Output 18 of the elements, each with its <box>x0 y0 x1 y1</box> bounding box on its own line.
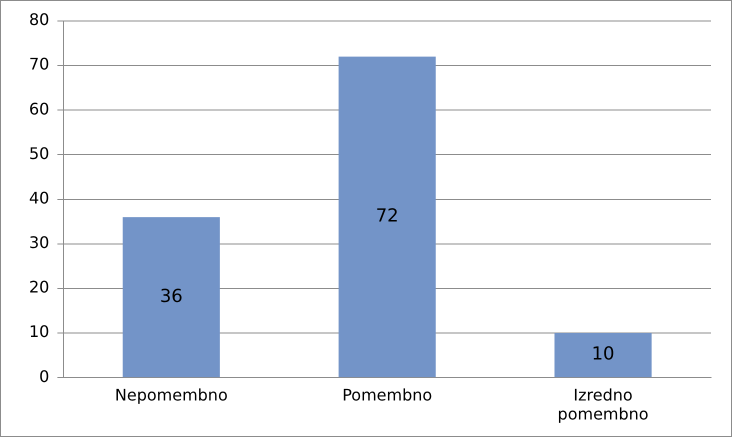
y-tick-label: 30 <box>29 233 50 252</box>
y-tick-label: 50 <box>29 144 50 163</box>
y-tick-label: 10 <box>29 322 50 342</box>
y-tick-label: 40 <box>29 188 50 208</box>
bar <box>554 333 652 378</box>
y-tick-label: 0 <box>39 366 50 386</box>
bar <box>122 217 220 378</box>
y-tick-label: 60 <box>29 99 50 118</box>
bar <box>338 56 436 378</box>
y-tick-label: 20 <box>29 278 50 297</box>
y-tick-label: 80 <box>29 10 50 30</box>
x-tick-label: Pomembno <box>342 385 432 404</box>
y-tick-label: 70 <box>29 54 50 74</box>
data-label: 72 <box>376 206 399 227</box>
data-label: 36 <box>160 286 183 307</box>
data-label: 10 <box>592 344 615 365</box>
x-tick-label: Izredno pomembno <box>558 385 649 424</box>
x-tick-label: Nepomembno <box>114 385 228 404</box>
